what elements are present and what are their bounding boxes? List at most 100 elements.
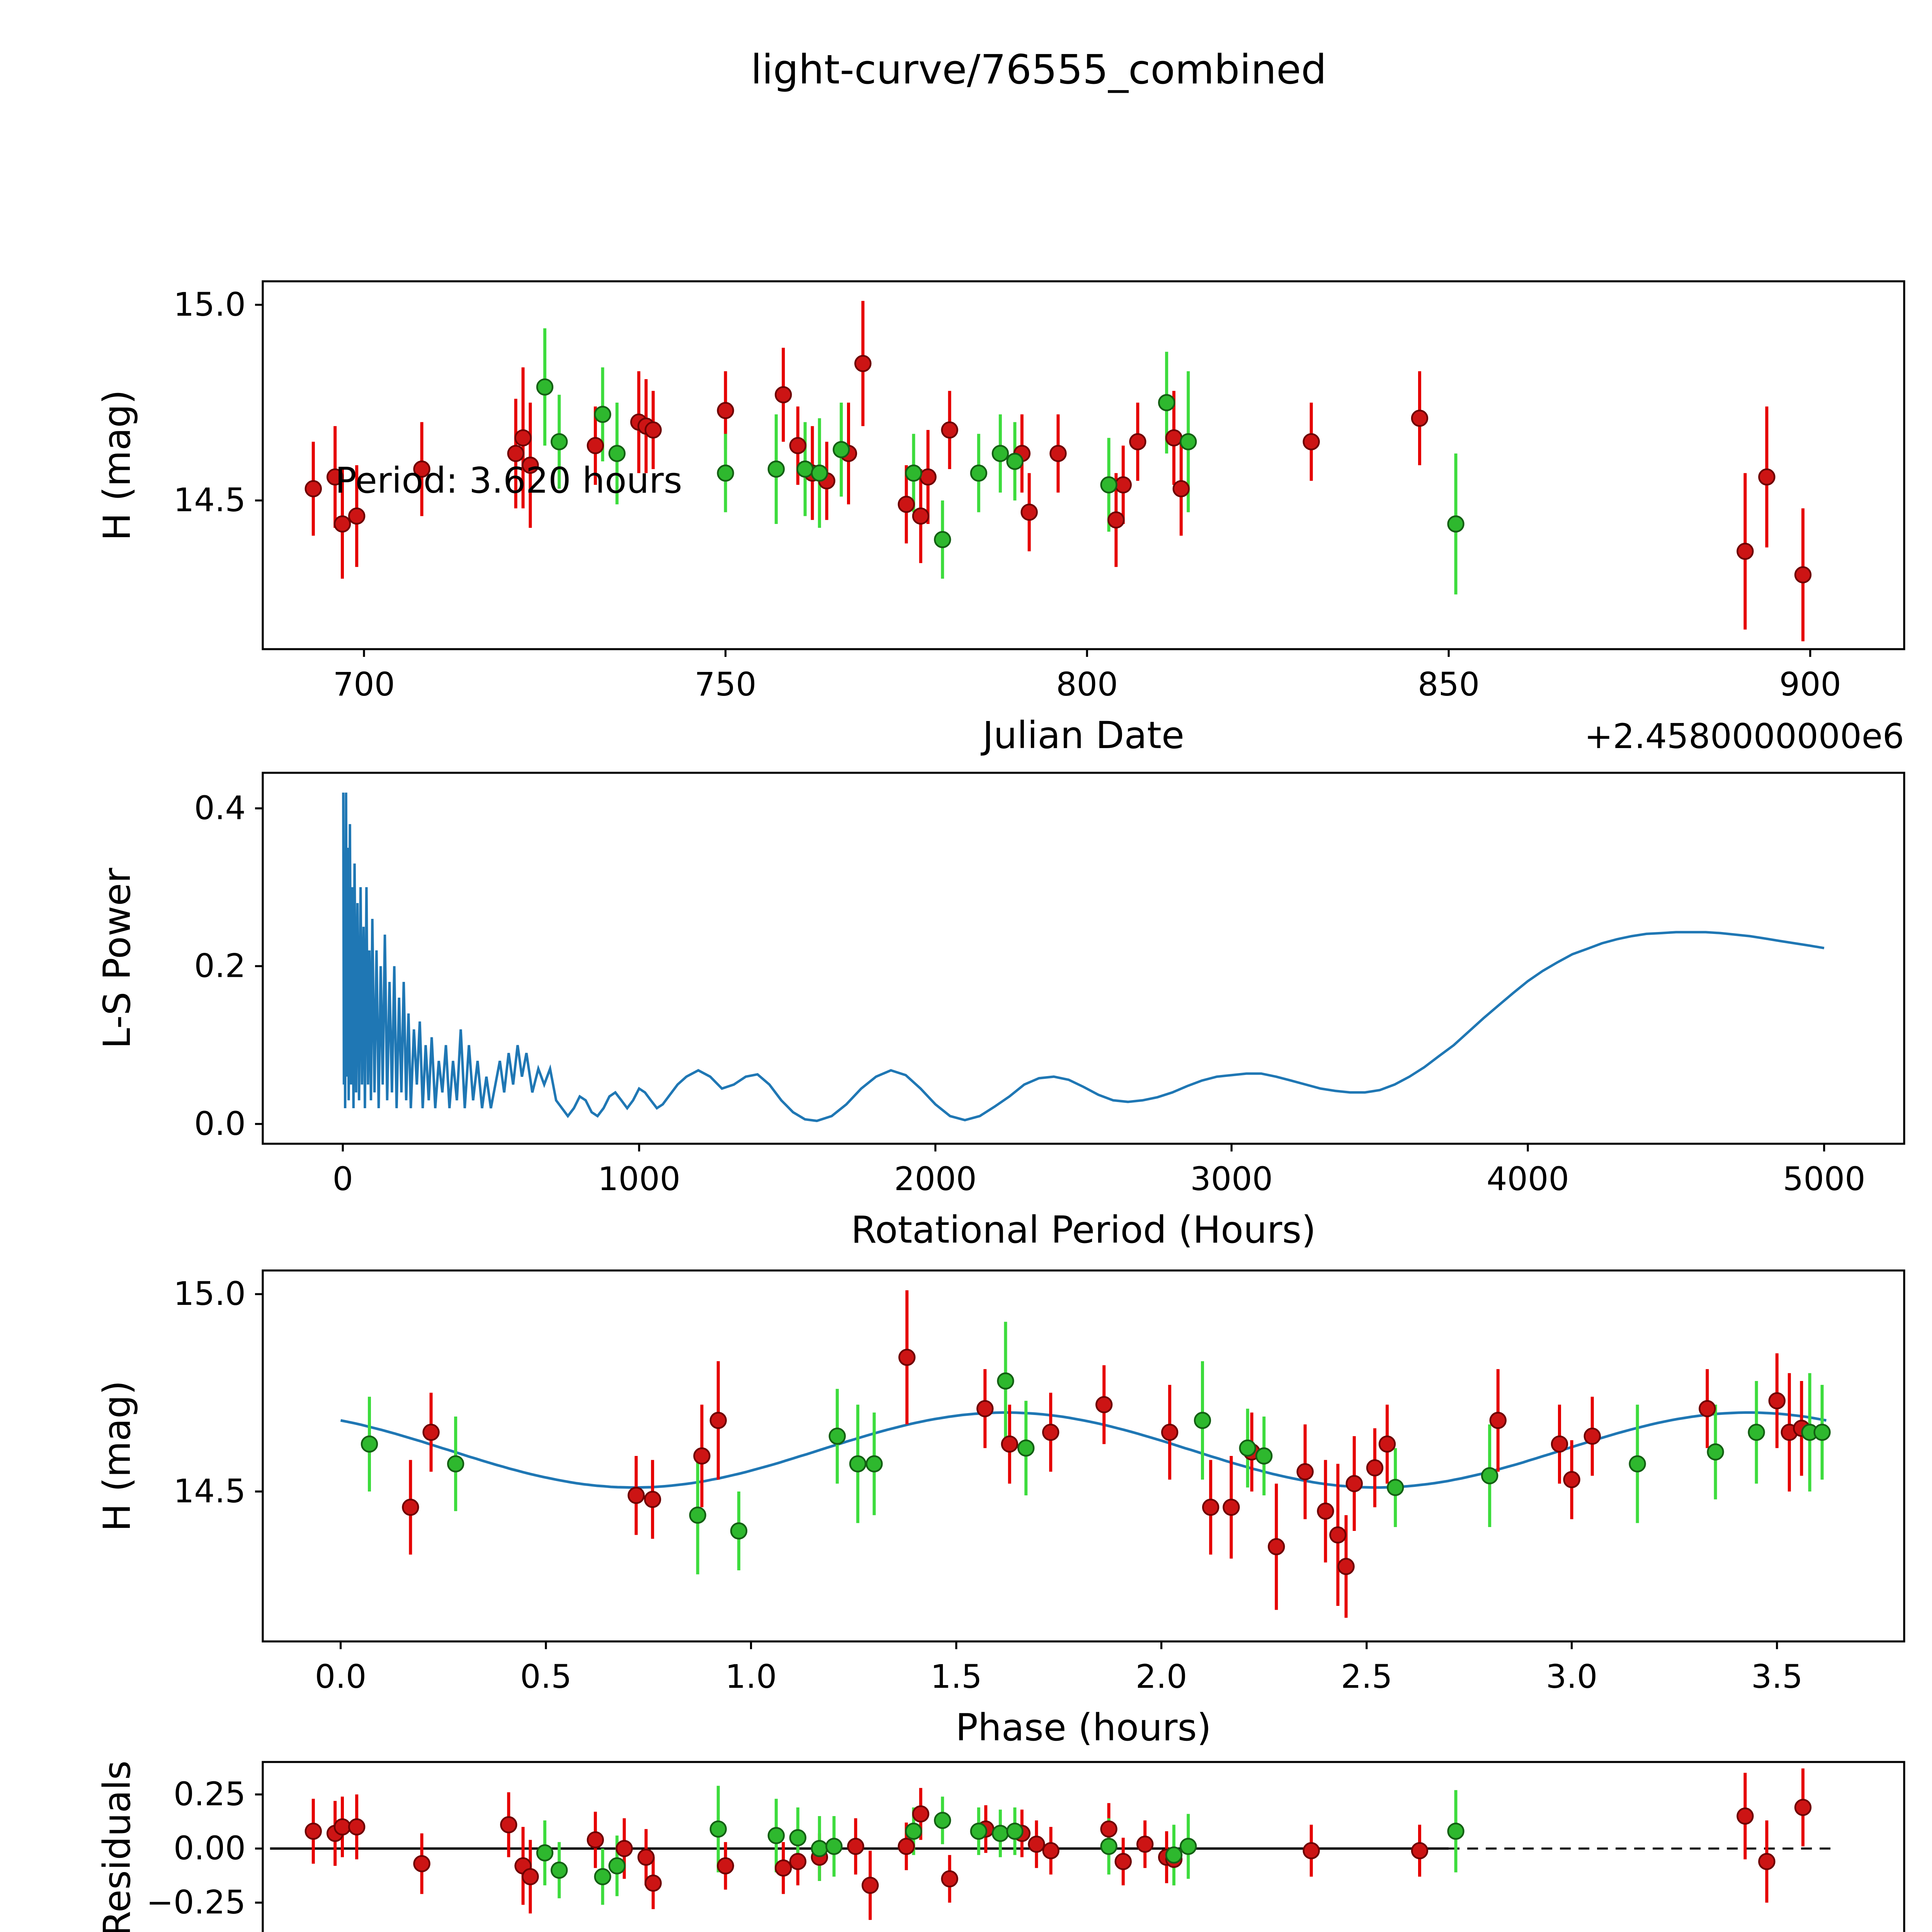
data-point-red xyxy=(693,1447,711,1465)
panel-2-content xyxy=(342,793,1825,1122)
x-tick-label: 5000 xyxy=(1783,1160,1866,1198)
data-point-red xyxy=(522,1868,539,1885)
data-point-green xyxy=(709,1820,727,1838)
data-point-red xyxy=(1411,410,1429,427)
data-point-red xyxy=(1001,1435,1019,1453)
data-point-red xyxy=(1267,1538,1285,1556)
x-tick-label: 2.5 xyxy=(1341,1658,1393,1696)
data-point-red xyxy=(616,1840,633,1857)
data-point-red xyxy=(847,1838,864,1855)
y-tick-label: −0.25 xyxy=(146,1883,246,1921)
data-point-red xyxy=(1028,1835,1045,1853)
data-point-red xyxy=(1563,1471,1580,1488)
y-axis-label: H (mag) xyxy=(95,390,139,541)
figure-title: light-curve/76555_combined xyxy=(751,46,1327,93)
data-point-red xyxy=(717,1857,734,1874)
data-point-green xyxy=(905,464,922,482)
x-tick-label: 4000 xyxy=(1486,1160,1569,1198)
data-point-green xyxy=(717,464,734,482)
data-point-red xyxy=(1107,511,1125,529)
data-point-red xyxy=(789,1853,807,1870)
x-axis-label: Rotational Period (Hours) xyxy=(851,1208,1316,1252)
panel-1: 700 750 800 850 900 15.0 14.5 Julian Date H (mag… xyxy=(95,280,1905,757)
data-point-red xyxy=(304,1823,322,1840)
data-point-red xyxy=(402,1498,419,1516)
data-point-red xyxy=(1161,1423,1179,1441)
data-point-red xyxy=(645,421,662,439)
data-point-red xyxy=(1794,1799,1812,1816)
y-tick-label: 15.0 xyxy=(173,1275,246,1313)
data-point-red xyxy=(522,456,539,474)
data-point-green xyxy=(608,445,626,462)
data-point-red xyxy=(774,386,792,403)
data-point-red xyxy=(1329,1526,1347,1544)
data-point-green xyxy=(997,1372,1014,1390)
x-tick-label: 0.5 xyxy=(520,1658,572,1696)
data-point-red xyxy=(333,515,351,533)
data-point-green xyxy=(1239,1439,1257,1457)
data-point-green xyxy=(767,1827,785,1844)
y-tick-label: 14.5 xyxy=(173,1472,246,1510)
data-point-green xyxy=(767,460,785,478)
panel-4-content xyxy=(270,1768,1832,1920)
data-point-red xyxy=(1202,1498,1219,1516)
data-point-green xyxy=(992,445,1009,462)
data-point-red xyxy=(789,437,807,454)
data-point-green xyxy=(1017,1439,1035,1457)
data-point-red xyxy=(1020,503,1038,521)
data-point-red xyxy=(1296,1463,1314,1481)
data-point-green xyxy=(1158,394,1175,412)
data-point-green xyxy=(550,433,568,451)
data-point-green xyxy=(1386,1479,1404,1496)
data-point-red xyxy=(1136,1835,1154,1853)
data-point-red xyxy=(898,1349,916,1366)
data-point-green xyxy=(934,1812,951,1829)
data-point-green xyxy=(1006,452,1024,470)
data-point-red xyxy=(1100,1820,1117,1838)
data-point-red xyxy=(919,468,937,486)
x-tick-label: 0.0 xyxy=(315,1658,367,1696)
data-point-red xyxy=(637,1849,655,1866)
data-point-green xyxy=(594,1868,611,1885)
data-point-red xyxy=(1172,480,1190,498)
x-tick-label: 750 xyxy=(694,665,756,703)
data-point-red xyxy=(422,1423,440,1441)
data-point-red xyxy=(1114,476,1132,494)
panel-3-content xyxy=(340,1290,1831,1618)
data-point-green xyxy=(608,1857,626,1874)
data-point-red xyxy=(1129,433,1146,451)
data-point-red xyxy=(898,1838,915,1855)
data-point-green xyxy=(1447,1823,1464,1840)
data-point-red xyxy=(1768,1392,1786,1410)
y-tick-label: 0.00 xyxy=(173,1829,246,1867)
data-point-red xyxy=(1758,468,1776,486)
data-point-red xyxy=(912,1805,930,1823)
data-point-green xyxy=(1194,1412,1211,1429)
data-point-green xyxy=(447,1455,464,1473)
data-point-red xyxy=(1042,1423,1060,1441)
x-tick-label: 2000 xyxy=(894,1160,977,1198)
axes-frame xyxy=(262,1269,1905,1643)
x-axis-label: Julian Date xyxy=(981,714,1184,757)
data-point-green xyxy=(905,1823,922,1840)
x-tick-label: 1000 xyxy=(598,1160,680,1198)
data-point-green xyxy=(1165,1846,1183,1864)
y-axis-label: L-S Power xyxy=(95,867,139,1049)
data-point-red xyxy=(861,1877,879,1894)
data-point-red xyxy=(507,445,525,462)
data-point-red xyxy=(1317,1502,1334,1520)
y-tick-label: 0.4 xyxy=(194,789,246,827)
data-point-green xyxy=(1707,1443,1724,1461)
data-point-red xyxy=(1337,1558,1355,1575)
y-axis-label: Residuals xyxy=(95,1760,139,1932)
data-point-red xyxy=(348,507,366,525)
data-point-red xyxy=(976,1400,994,1417)
data-point-green xyxy=(828,1427,846,1445)
data-point-red xyxy=(1551,1435,1568,1453)
data-point-red xyxy=(709,1412,727,1429)
data-point-red xyxy=(1095,1396,1113,1413)
data-point-green xyxy=(536,1844,554,1862)
